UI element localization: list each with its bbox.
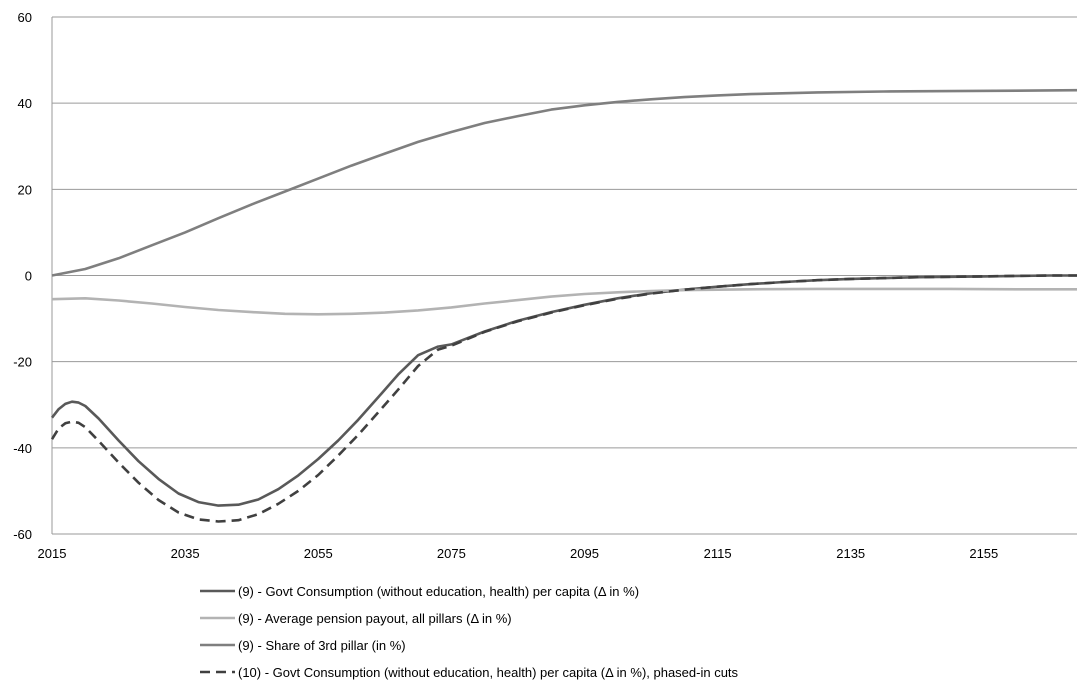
y-tick-label: -20 <box>13 355 32 370</box>
legend-label-1: (9) - Govt Consumption (without educatio… <box>238 584 639 599</box>
x-tick-label: 2115 <box>704 546 732 561</box>
y-tick-label: 20 <box>18 182 32 197</box>
y-tick-label: -40 <box>13 441 32 456</box>
x-tick-label: 2015 <box>38 546 67 561</box>
series-line-4 <box>50 274 1077 523</box>
legend-label-4: (10) - Govt Consumption (without educati… <box>238 665 739 680</box>
y-tick-label: 40 <box>18 96 32 111</box>
x-axis-tick-labels: 2015 2035 2055 2075 2095 2115 2135 2155 <box>38 546 999 561</box>
y-tick-label: 60 <box>18 10 32 25</box>
x-tick-label: 2035 <box>171 546 200 561</box>
legend: (9) - Govt Consumption (without educatio… <box>200 584 739 680</box>
gridlines <box>51 16 1077 535</box>
x-tick-label: 2155 <box>969 546 998 561</box>
y-axis-tick-labels: 60 40 20 0 -20 -40 -60 <box>13 10 32 542</box>
series-line-3 <box>51 88 1077 277</box>
series-line-2 <box>51 287 1077 316</box>
legend-label-2: (9) - Average pension payout, all pillar… <box>238 611 512 626</box>
series-lines <box>50 88 1077 523</box>
y-tick-label: -60 <box>13 527 32 542</box>
x-tick-label: 2095 <box>570 546 599 561</box>
x-tick-label: 2055 <box>304 546 333 561</box>
legend-label-3: (9) - Share of 3rd pillar (in %) <box>238 638 406 653</box>
x-tick-label: 2075 <box>437 546 466 561</box>
x-tick-label: 2135 <box>836 546 865 561</box>
y-tick-label: 0 <box>25 269 32 284</box>
